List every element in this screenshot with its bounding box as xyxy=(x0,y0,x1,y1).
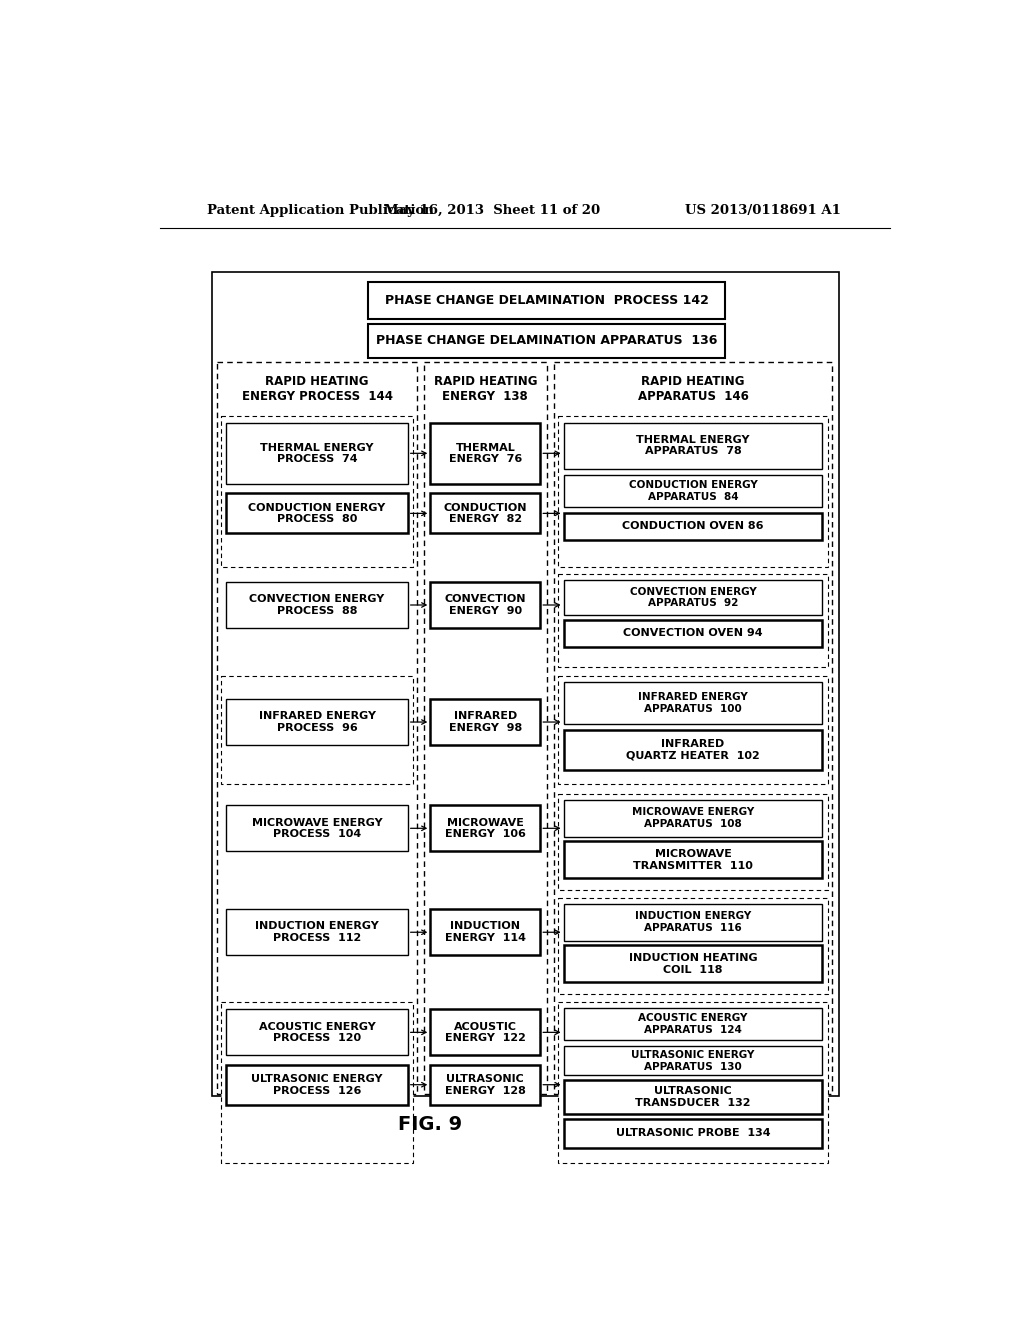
Bar xyxy=(563,1118,822,1148)
Text: FIG. 9: FIG. 9 xyxy=(398,1115,462,1134)
Bar xyxy=(563,730,822,770)
Bar xyxy=(563,1007,822,1040)
Text: CONVECTION ENERGY
PROCESS  88: CONVECTION ENERGY PROCESS 88 xyxy=(250,594,385,616)
Bar xyxy=(558,416,827,566)
Bar xyxy=(563,422,822,469)
Text: ULTRASONIC ENERGY
APPARATUS  130: ULTRASONIC ENERGY APPARATUS 130 xyxy=(631,1049,755,1072)
Text: RAPID HEATING
ENERGY  138: RAPID HEATING ENERGY 138 xyxy=(433,375,537,404)
Text: MICROWAVE ENERGY
PROCESS  104: MICROWAVE ENERGY PROCESS 104 xyxy=(252,817,382,840)
Bar xyxy=(554,363,831,1094)
Text: CONDUCTION ENERGY
PROCESS  80: CONDUCTION ENERGY PROCESS 80 xyxy=(249,503,386,524)
Text: ULTRASONIC
ENERGY  128: ULTRASONIC ENERGY 128 xyxy=(444,1074,525,1096)
Bar xyxy=(430,422,541,484)
Bar xyxy=(226,700,408,744)
Text: CONDUCTION OVEN 86: CONDUCTION OVEN 86 xyxy=(623,521,764,532)
Text: THERMAL ENERGY
APPARATUS  78: THERMAL ENERGY APPARATUS 78 xyxy=(636,434,750,457)
Text: THERMAL ENERGY
PROCESS  74: THERMAL ENERGY PROCESS 74 xyxy=(260,442,374,465)
Bar xyxy=(430,1010,541,1056)
Text: ACOUSTIC ENERGY
PROCESS  120: ACOUSTIC ENERGY PROCESS 120 xyxy=(259,1022,376,1043)
Bar xyxy=(430,909,541,956)
Bar xyxy=(563,945,822,982)
Text: ACOUSTIC
ENERGY  122: ACOUSTIC ENERGY 122 xyxy=(444,1022,525,1043)
Text: RAPID HEATING
ENERGY PROCESS  144: RAPID HEATING ENERGY PROCESS 144 xyxy=(242,375,392,404)
Bar xyxy=(430,582,541,628)
Bar xyxy=(563,513,822,540)
Bar xyxy=(226,582,408,628)
Text: ULTRASONIC PROBE  134: ULTRASONIC PROBE 134 xyxy=(615,1129,770,1138)
Bar xyxy=(369,281,725,318)
Text: ULTRASONIC
TRANSDUCER  132: ULTRASONIC TRANSDUCER 132 xyxy=(635,1086,751,1107)
Bar xyxy=(212,272,840,1096)
Bar xyxy=(558,898,827,994)
Bar xyxy=(563,475,822,507)
Text: ULTRASONIC ENERGY
PROCESS  126: ULTRASONIC ENERGY PROCESS 126 xyxy=(251,1074,383,1096)
Bar xyxy=(563,1080,822,1114)
Text: INDUCTION
ENERGY  114: INDUCTION ENERGY 114 xyxy=(444,921,525,942)
Bar xyxy=(217,363,417,1094)
Text: INFRARED
QUARTZ HEATER  102: INFRARED QUARTZ HEATER 102 xyxy=(626,739,760,760)
Bar xyxy=(369,323,725,358)
Bar xyxy=(563,904,822,941)
Bar xyxy=(430,700,541,744)
Bar xyxy=(563,841,822,878)
Text: MICROWAVE ENERGY
APPARATUS  108: MICROWAVE ENERGY APPARATUS 108 xyxy=(632,808,754,829)
Bar xyxy=(558,574,827,667)
Bar xyxy=(563,682,822,725)
Bar xyxy=(424,363,547,1094)
Text: Patent Application Publication: Patent Application Publication xyxy=(207,205,434,218)
Text: INDUCTION ENERGY
APPARATUS  116: INDUCTION ENERGY APPARATUS 116 xyxy=(635,911,751,933)
Text: CONVECTION OVEN 94: CONVECTION OVEN 94 xyxy=(624,628,763,639)
Bar xyxy=(430,494,541,533)
Bar xyxy=(430,805,541,851)
Bar xyxy=(563,581,822,615)
Bar xyxy=(563,800,822,837)
Text: THERMAL
ENERGY  76: THERMAL ENERGY 76 xyxy=(449,442,522,465)
Bar xyxy=(226,909,408,956)
Text: ACOUSTIC ENERGY
APPARATUS  124: ACOUSTIC ENERGY APPARATUS 124 xyxy=(638,1012,748,1035)
Bar xyxy=(563,620,822,647)
Bar xyxy=(430,1065,541,1105)
Text: PHASE CHANGE DELAMINATION  PROCESS 142: PHASE CHANGE DELAMINATION PROCESS 142 xyxy=(385,293,709,306)
Bar xyxy=(563,1047,822,1076)
Bar xyxy=(226,1010,408,1056)
Text: CONDUCTION
ENERGY  82: CONDUCTION ENERGY 82 xyxy=(443,503,527,524)
Bar xyxy=(558,676,827,784)
Text: PHASE CHANGE DELAMINATION APPARATUS  136: PHASE CHANGE DELAMINATION APPARATUS 136 xyxy=(376,334,717,347)
Text: INDUCTION ENERGY
PROCESS  112: INDUCTION ENERGY PROCESS 112 xyxy=(255,921,379,942)
Bar xyxy=(221,676,414,784)
Bar xyxy=(226,494,408,533)
Bar xyxy=(221,416,414,566)
Bar xyxy=(226,805,408,851)
Text: MICROWAVE
TRANSMITTER  110: MICROWAVE TRANSMITTER 110 xyxy=(633,849,753,871)
Bar xyxy=(226,1065,408,1105)
Text: MICROWAVE
ENERGY  106: MICROWAVE ENERGY 106 xyxy=(444,817,525,840)
Bar xyxy=(558,1002,827,1163)
Text: CONVECTION ENERGY
APPARATUS  92: CONVECTION ENERGY APPARATUS 92 xyxy=(630,587,757,609)
Text: RAPID HEATING
APPARATUS  146: RAPID HEATING APPARATUS 146 xyxy=(638,375,749,404)
Text: INFRARED ENERGY
PROCESS  96: INFRARED ENERGY PROCESS 96 xyxy=(259,711,376,733)
Bar xyxy=(226,422,408,484)
Text: INFRARED ENERGY
APPARATUS  100: INFRARED ENERGY APPARATUS 100 xyxy=(638,693,748,714)
Text: INDUCTION HEATING
COIL  118: INDUCTION HEATING COIL 118 xyxy=(629,953,758,974)
Bar xyxy=(221,1002,414,1163)
Text: CONDUCTION ENERGY
APPARATUS  84: CONDUCTION ENERGY APPARATUS 84 xyxy=(629,480,758,502)
Text: CONVECTION
ENERGY  90: CONVECTION ENERGY 90 xyxy=(444,594,526,616)
Text: INFRARED
ENERGY  98: INFRARED ENERGY 98 xyxy=(449,711,522,733)
Bar xyxy=(558,793,827,890)
Text: US 2013/0118691 A1: US 2013/0118691 A1 xyxy=(685,205,841,218)
Text: May 16, 2013  Sheet 11 of 20: May 16, 2013 Sheet 11 of 20 xyxy=(384,205,600,218)
